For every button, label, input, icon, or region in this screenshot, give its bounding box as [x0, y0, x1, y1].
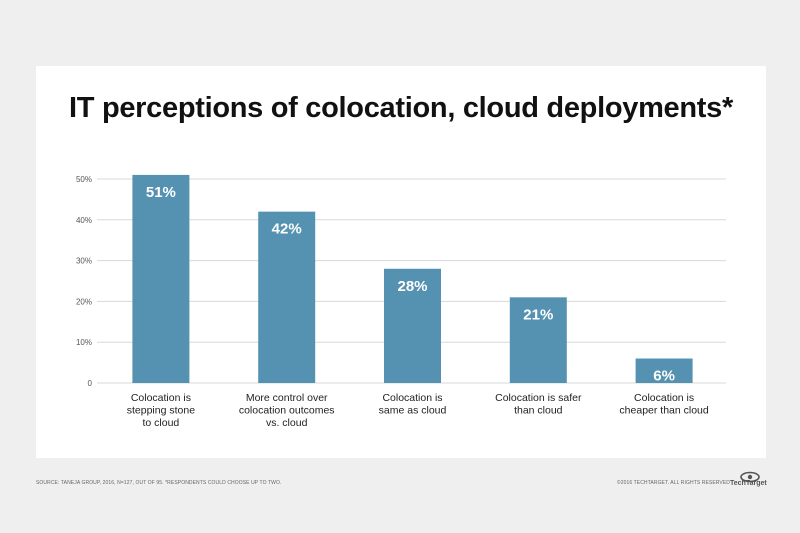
bar	[509, 297, 567, 383]
bar-value-label: 51%	[146, 184, 176, 201]
x-category-label: Colocation is safer	[495, 392, 582, 404]
bar	[258, 211, 316, 383]
bar-value-label: 6%	[653, 368, 675, 385]
y-tick-label: 0	[88, 379, 93, 388]
x-category-label: than cloud	[514, 405, 563, 417]
source-note: SOURCE: TANEJA GROUP, 2016, N=127, OUT O…	[36, 480, 282, 486]
eye-icon	[740, 471, 760, 483]
bar-value-label: 42%	[272, 221, 302, 238]
bar	[635, 358, 693, 383]
x-category-label: stepping stone	[127, 405, 195, 417]
x-category-label: colocation outcomes	[239, 405, 335, 417]
x-category-label: Colocation is	[634, 392, 694, 404]
bar	[384, 268, 441, 383]
x-category-label: same as cloud	[379, 405, 447, 417]
y-tick-label: 30%	[76, 257, 92, 266]
chart-title: IT perceptions of colocation, cloud depl…	[69, 92, 733, 124]
copyright-note: ©2016 TECHTARGET. ALL RIGHTS RESERVED	[616, 480, 730, 486]
bar-value-label: 21%	[523, 306, 553, 323]
y-tick-label: 20%	[76, 297, 92, 306]
x-category-label: More control over	[246, 392, 328, 404]
x-category-label: Colocation is	[131, 392, 191, 404]
x-category-label: to cloud	[143, 417, 180, 429]
bar	[132, 174, 190, 383]
y-tick-label: 50%	[76, 175, 92, 184]
y-tick-label: 10%	[76, 338, 92, 347]
x-category-label: vs. cloud	[266, 417, 308, 429]
x-category-label: cheaper than cloud	[619, 405, 708, 417]
y-tick-label: 40%	[76, 216, 92, 225]
x-category-label: Colocation is	[382, 392, 442, 404]
logo-text: TechTarget	[730, 480, 767, 487]
bar-value-label: 28%	[397, 278, 427, 295]
